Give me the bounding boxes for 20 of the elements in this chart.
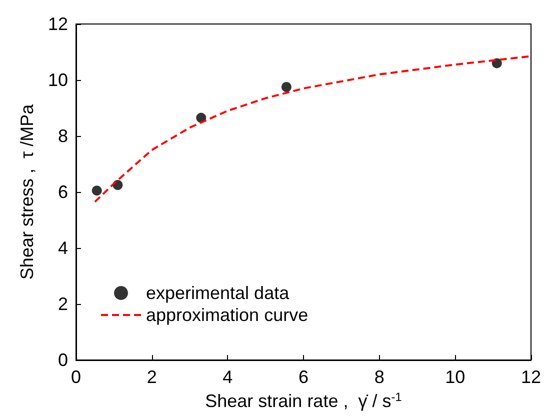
x-tick-label: 6 (298, 367, 309, 387)
x-tick-label: 4 (222, 367, 233, 387)
y-tick-label: 2 (58, 294, 68, 314)
x-tick-label: 2 (146, 367, 157, 387)
y-tick-label: 12 (48, 14, 68, 34)
y-axis-title: Shear stress , τ /MPa (17, 103, 37, 280)
point (92, 186, 102, 196)
point (281, 82, 292, 92)
y-tick-label: 4 (58, 238, 68, 258)
x-tick-label: 10 (445, 367, 466, 387)
y-tick-label: 6 (58, 182, 68, 202)
y-tick-label: 0 (58, 350, 68, 370)
legend-label: experimental data (146, 283, 290, 303)
x-tick-label: 12 (520, 367, 542, 387)
legend-label: approximation curve (146, 305, 308, 325)
y-tick-label: 10 (48, 70, 68, 90)
x-tick-label: 8 (374, 367, 384, 387)
x-tick-label: 0 (70, 367, 82, 387)
point (492, 58, 502, 68)
y-tick-label: 8 (58, 126, 68, 146)
